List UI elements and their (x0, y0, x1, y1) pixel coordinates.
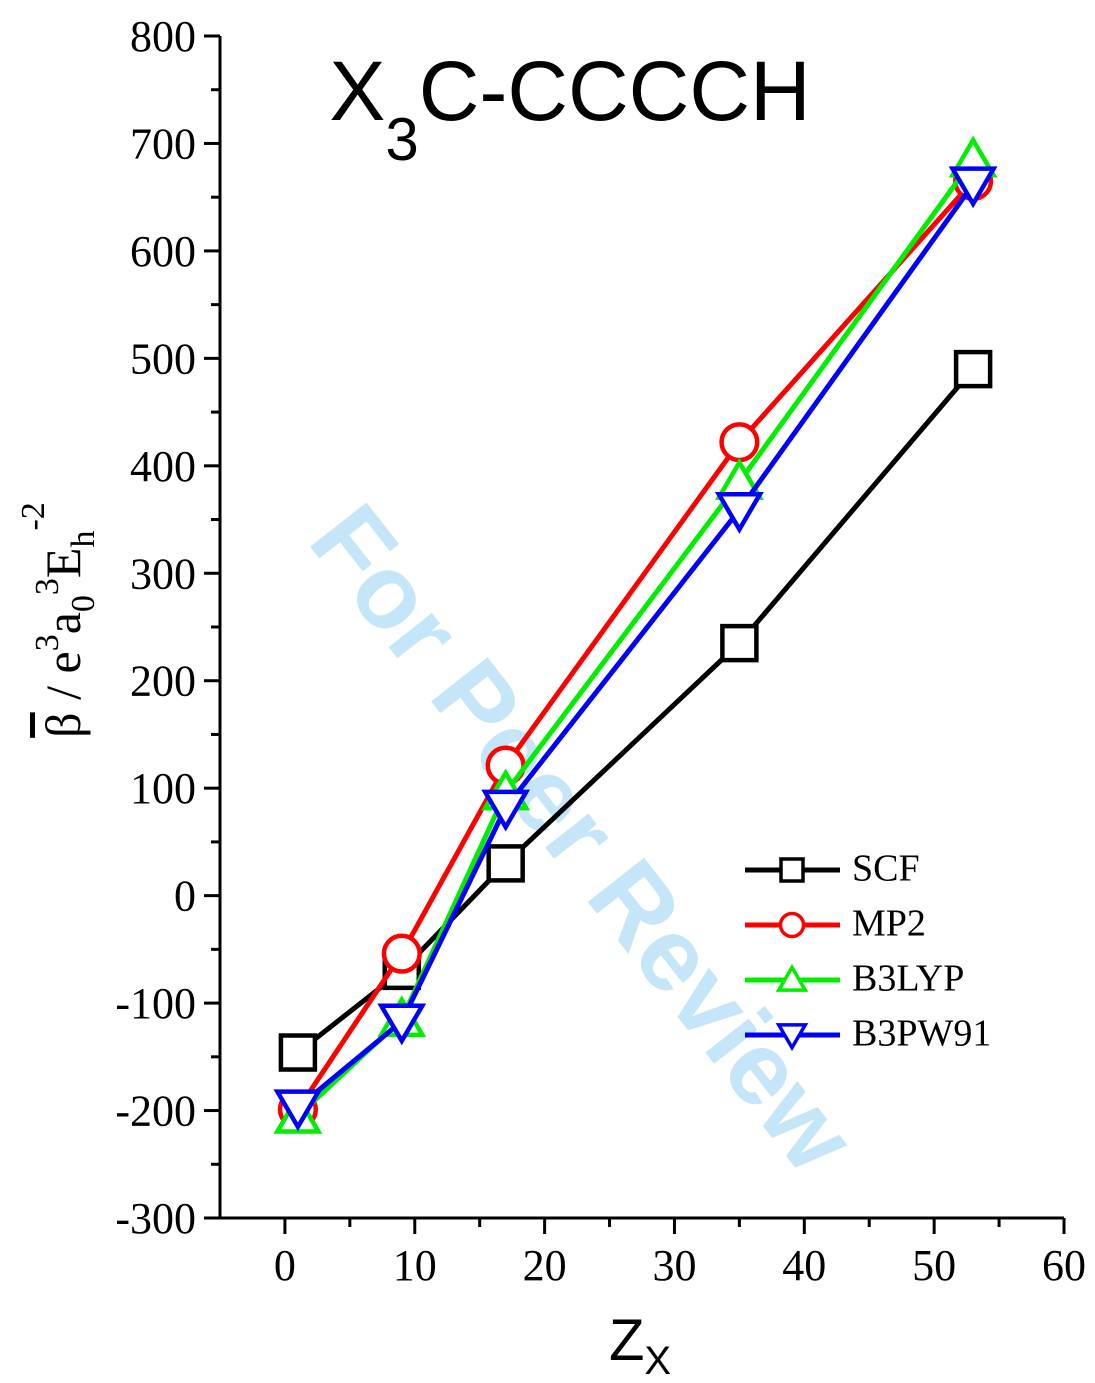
x-tick-label: 50 (912, 1241, 956, 1290)
marker (948, 166, 998, 209)
y-tick-label: 200 (130, 657, 196, 706)
marker (377, 1003, 427, 1046)
marker (278, 1033, 318, 1072)
legend-marker (778, 911, 806, 939)
legend-marker (779, 857, 805, 883)
y-tick-label: 600 (130, 227, 196, 276)
y-label-sup: -2 (15, 502, 52, 530)
y-tick-label: 500 (130, 334, 196, 383)
legend-marker (775, 963, 809, 992)
y-axis-label: β / e3a03Eh-2 (15, 502, 102, 738)
y-tick-label: 700 (130, 119, 196, 168)
y-tick-label: 300 (130, 549, 196, 598)
marker (953, 349, 993, 389)
marker (381, 933, 422, 974)
legend-label: B3PW91 (852, 1013, 991, 1055)
y-tick-label: -300 (115, 1194, 196, 1243)
y-label-sub: 0 (65, 595, 102, 612)
x-label-part: Z (609, 1308, 644, 1373)
marker (720, 623, 759, 663)
x-tick-label: 40 (782, 1241, 826, 1290)
y-label-part: / e (35, 651, 91, 712)
x-axis-label: ZX (609, 1308, 671, 1383)
marker (719, 422, 760, 463)
y-tick-label: 800 (130, 12, 196, 61)
y-label-sup: 3 (29, 634, 66, 651)
y-label-sub: h (65, 531, 102, 548)
x-tick-label: 10 (393, 1241, 437, 1290)
title-part: C-CCCCH (419, 44, 811, 138)
x-tick-label: 0 (274, 1241, 296, 1290)
legend-marker (775, 1023, 809, 1052)
y-tick-label: 0 (174, 872, 196, 921)
y-label-part: a (35, 612, 91, 634)
y-tick-label: -200 (115, 1087, 196, 1136)
y-tick-label: 100 (130, 764, 196, 813)
x-tick-label: 30 (652, 1241, 696, 1290)
y-label-sup: 3 (29, 578, 66, 595)
legend-label: B3LYP (852, 958, 964, 1000)
x-label-sub: X (644, 1339, 671, 1383)
x-tick-label: 20 (523, 1241, 567, 1290)
watermark: For Peer Review (288, 484, 878, 1194)
title-sub: 3 (385, 106, 418, 173)
marker (273, 1089, 323, 1132)
title-part: X (329, 44, 385, 138)
y-tick-label: -100 (115, 979, 196, 1028)
chart-title: X3C-CCCCH (329, 44, 810, 173)
x-tick-label: 60 (1042, 1241, 1086, 1290)
legend-label: MP2 (852, 903, 926, 945)
y-label-part: E (35, 548, 91, 579)
y-label-part: β (35, 712, 91, 737)
y-tick-label: 400 (130, 442, 196, 491)
legend-label: SCF (852, 848, 920, 890)
marker (714, 491, 764, 534)
marker (486, 844, 525, 883)
marker (481, 789, 531, 832)
